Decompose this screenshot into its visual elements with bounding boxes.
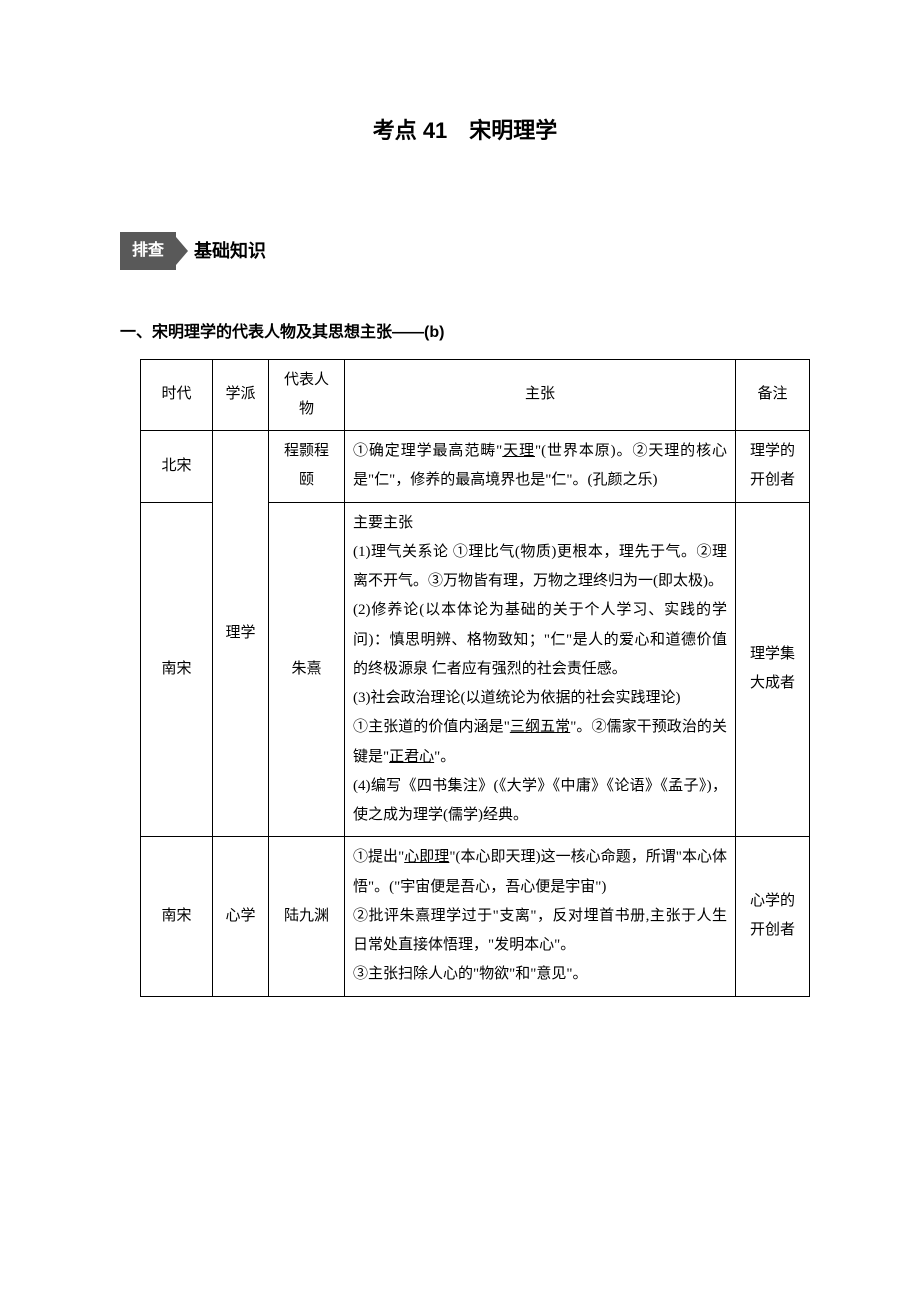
content-table: 时代 学派 代表人物 主张 备注 北宋 理学 程颢程颐 ①确定理学最高范畴"天理… <box>140 359 810 997</box>
claim-line: ①主张道的价值内涵是"三纲五常"。②儒家干预政治的关键是"正君心"。 <box>353 713 727 772</box>
cell-era: 南宋 <box>141 837 213 996</box>
cell-era: 南宋 <box>141 502 213 837</box>
claim-line: ①提出"心即理"(本心即天理)这一核心命题，所谓"本心体悟"。("宇宙便是吾心，… <box>353 843 727 902</box>
underline-text: 正君心 <box>389 749 434 765</box>
underline-text: 天理 <box>502 443 535 459</box>
section-header: 排查 基础知识 <box>120 232 810 270</box>
claim-text: "。 <box>434 749 455 765</box>
claim-text: ①提出" <box>353 849 404 865</box>
cell-claim: ①确定理学最高范畴"天理"(世界本原)。②天理的核心是"仁"，修养的最高境界也是… <box>345 431 736 503</box>
subsection-heading: 一、宋明理学的代表人物及其思想主张——(b) <box>120 318 810 348</box>
table-row: 南宋 心学 陆九渊 ①提出"心即理"(本心即天理)这一核心命题，所谓"本心体悟"… <box>141 837 810 996</box>
header-school: 学派 <box>213 359 269 431</box>
header-note: 备注 <box>736 359 810 431</box>
header-era: 时代 <box>141 359 213 431</box>
cell-person: 朱熹 <box>269 502 345 837</box>
underline-text: 心即理 <box>404 849 449 865</box>
claim-text: ①主张道的价值内涵是" <box>353 719 510 735</box>
cell-school: 心学 <box>213 837 269 996</box>
page-title: 考点 41 宋明理学 <box>120 110 810 152</box>
cell-school: 理学 <box>213 431 269 837</box>
claim-line: 主要主张 <box>353 509 727 538</box>
cell-person: 陆九渊 <box>269 837 345 996</box>
header-person: 代表人物 <box>269 359 345 431</box>
cell-note: 心学的开创者 <box>736 837 810 996</box>
table-header-row: 时代 学派 代表人物 主张 备注 <box>141 359 810 431</box>
section-badge: 排查 <box>120 232 176 270</box>
arrow-icon <box>176 237 188 265</box>
cell-era: 北宋 <box>141 431 213 503</box>
cell-note: 理学集大成者 <box>736 502 810 837</box>
claim-line: (1)理气关系论 ①理比气(物质)更根本，理先于气。②理离不开气。③万物皆有理，… <box>353 538 727 597</box>
claim-line: ③主张扫除人心的"物欲"和"意见"。 <box>353 960 727 989</box>
table-row: 北宋 理学 程颢程颐 ①确定理学最高范畴"天理"(世界本原)。②天理的核心是"仁… <box>141 431 810 503</box>
claim-line: (2)修养论(以本体论为基础的关于个人学习、实践的学问)：慎思明辨、格物致知；"… <box>353 596 727 684</box>
header-claim: 主张 <box>345 359 736 431</box>
underline-text: 三纲五常 <box>510 719 570 735</box>
claim-text: ①确定理学最高范畴" <box>353 443 502 459</box>
cell-person: 程颢程颐 <box>269 431 345 503</box>
section-label: 基础知识 <box>194 234 266 268</box>
claim-line: (3)社会政治理论(以道统论为依据的社会实践理论) <box>353 684 727 713</box>
cell-claim: ①提出"心即理"(本心即天理)这一核心命题，所谓"本心体悟"。("宇宙便是吾心，… <box>345 837 736 996</box>
claim-line: ②批评朱熹理学过于"支离"，反对埋首书册,主张于人生日常处直接体悟理，"发明本心… <box>353 902 727 961</box>
cell-claim: 主要主张 (1)理气关系论 ①理比气(物质)更根本，理先于气。②理离不开气。③万… <box>345 502 736 837</box>
claim-line: (4)编写《四书集注》(《大学》《中庸》《论语》《孟子》)，使之成为理学(儒学)… <box>353 772 727 831</box>
cell-note: 理学的开创者 <box>736 431 810 503</box>
